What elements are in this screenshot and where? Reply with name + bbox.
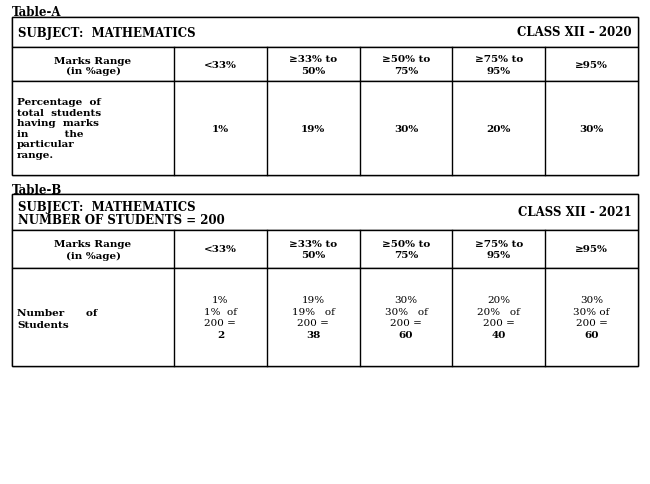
Bar: [12, 269, 638, 366]
Bar: [12, 82, 638, 176]
Text: 200 =: 200 =: [297, 318, 329, 328]
Text: Percentage  of: Percentage of: [17, 98, 101, 107]
Text: ≥95%: ≥95%: [575, 245, 608, 254]
Text: 200 =: 200 =: [483, 318, 515, 328]
Text: Table-A: Table-A: [12, 6, 62, 19]
Text: 30%   of: 30% of: [385, 307, 428, 316]
Text: 200 =: 200 =: [205, 318, 237, 328]
Text: 60: 60: [398, 330, 413, 339]
Text: 30%: 30%: [580, 296, 603, 304]
Text: Marks Range: Marks Range: [55, 240, 131, 249]
Text: 50%: 50%: [301, 251, 325, 260]
Bar: [12, 48, 638, 82]
Text: 38: 38: [306, 330, 320, 339]
Text: 60: 60: [584, 330, 599, 339]
Bar: [12, 195, 638, 230]
Text: 50%: 50%: [301, 66, 325, 76]
Text: (in %age): (in %age): [66, 251, 120, 260]
Text: 2: 2: [217, 330, 224, 339]
Text: 1%: 1%: [212, 296, 229, 304]
Bar: [12, 195, 638, 366]
Text: 95%: 95%: [487, 66, 511, 76]
Text: 95%: 95%: [487, 251, 511, 260]
Text: 30% of: 30% of: [573, 307, 610, 316]
Text: (in %age): (in %age): [66, 66, 120, 76]
Text: SUBJECT:  MATHEMATICS: SUBJECT: MATHEMATICS: [18, 200, 196, 213]
Text: ≥33% to: ≥33% to: [289, 240, 337, 249]
Text: <33%: <33%: [204, 245, 237, 254]
Text: CLASS XII - 2021: CLASS XII - 2021: [519, 206, 632, 219]
Text: Table-B: Table-B: [12, 183, 62, 197]
Bar: [12, 230, 638, 269]
Text: 1%: 1%: [212, 124, 229, 133]
Text: total  students: total students: [17, 108, 101, 118]
Text: ≥75% to: ≥75% to: [474, 55, 523, 64]
Text: 19%: 19%: [301, 124, 325, 133]
Bar: [12, 18, 638, 176]
Text: CLASS XII – 2020: CLASS XII – 2020: [517, 27, 632, 39]
Text: 30%: 30%: [394, 124, 418, 133]
Text: 19%: 19%: [302, 296, 325, 304]
Text: 30%: 30%: [395, 296, 417, 304]
Text: having  marks: having marks: [17, 119, 99, 128]
Text: in          the: in the: [17, 130, 83, 138]
Bar: [12, 18, 638, 48]
Text: Number      of: Number of: [17, 308, 98, 317]
Text: 20%: 20%: [488, 296, 510, 304]
Text: 75%: 75%: [394, 66, 418, 76]
Text: 19%   of: 19% of: [292, 307, 335, 316]
Text: 30%: 30%: [580, 124, 604, 133]
Text: ≥75% to: ≥75% to: [474, 240, 523, 249]
Text: ≥95%: ≥95%: [575, 60, 608, 69]
Text: Students: Students: [17, 320, 69, 329]
Text: Marks Range: Marks Range: [55, 56, 131, 65]
Text: 1%  of: 1% of: [204, 307, 237, 316]
Text: NUMBER OF STUDENTS = 200: NUMBER OF STUDENTS = 200: [18, 213, 225, 226]
Text: 20%: 20%: [487, 124, 511, 133]
Text: range.: range.: [17, 151, 54, 159]
Text: 20%   of: 20% of: [477, 307, 520, 316]
Text: <33%: <33%: [204, 60, 237, 69]
Text: particular: particular: [17, 140, 75, 149]
Text: ≥50% to: ≥50% to: [382, 55, 430, 64]
Text: 200 =: 200 =: [390, 318, 422, 328]
Text: SUBJECT:  MATHEMATICS: SUBJECT: MATHEMATICS: [18, 27, 196, 39]
Text: 40: 40: [491, 330, 506, 339]
Text: 200 =: 200 =: [576, 318, 608, 328]
Text: 75%: 75%: [394, 251, 418, 260]
Text: ≥33% to: ≥33% to: [289, 55, 337, 64]
Text: ≥50% to: ≥50% to: [382, 240, 430, 249]
